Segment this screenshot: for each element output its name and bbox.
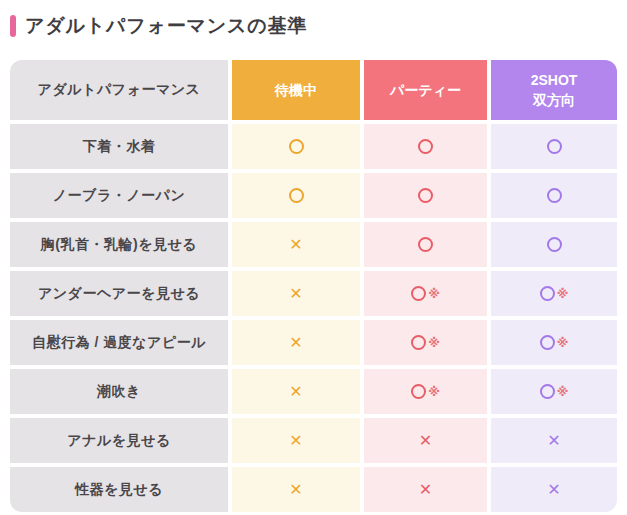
row-label: 潮吹き (10, 369, 228, 414)
data-cell-2shot: ✕ (491, 418, 617, 463)
header-cell-waiting: 待機中 (232, 60, 360, 120)
data-cell-2shot: ✕ (491, 467, 617, 512)
row-label: アンダーヘアーを見せる (10, 271, 228, 316)
cross-forbidden-icon: ✕ (289, 433, 302, 449)
title-accent-bar (10, 15, 16, 37)
circle-allowed-icon (289, 188, 304, 203)
data-cell-waiting: ✕ (232, 271, 360, 316)
row-label: 下着・水着 (10, 124, 228, 169)
cross-forbidden-icon: ✕ (547, 433, 560, 449)
data-cell-waiting (232, 173, 360, 218)
page: アダルトパフォーマンスの基準 アダルトパフォーマンス 待機中 パーティー 2SH… (0, 0, 627, 512)
header-cell-party: パーティー (364, 60, 487, 120)
data-cell-party (364, 222, 487, 267)
data-cell-2shot (491, 173, 617, 218)
note-reference-icon: ※ (557, 337, 569, 349)
cross-forbidden-icon: ✕ (419, 482, 432, 498)
data-cell-waiting: ✕ (232, 222, 360, 267)
data-cell-party (364, 173, 487, 218)
note-reference-icon: ※ (428, 288, 440, 300)
adult-performance-table: アダルトパフォーマンス 待機中 パーティー 2SHOT 双方向 下着・水着ノーブ… (10, 60, 617, 512)
cross-forbidden-icon: ✕ (289, 384, 302, 400)
cross-forbidden-icon: ✕ (289, 482, 302, 498)
cross-forbidden-icon: ✕ (547, 482, 560, 498)
circle-allowed-icon (411, 286, 426, 301)
row-label: 胸(乳首・乳輪)を見せる (10, 222, 228, 267)
circle-allowed-icon (540, 384, 555, 399)
circle-allowed-icon (540, 335, 555, 350)
data-cell-party: ※ (364, 369, 487, 414)
data-cell-waiting: ✕ (232, 369, 360, 414)
data-cell-waiting: ✕ (232, 467, 360, 512)
header-cell-2shot: 2SHOT 双方向 (491, 60, 617, 120)
cross-forbidden-icon: ✕ (289, 335, 302, 351)
data-cell-2shot: ※ (491, 320, 617, 365)
data-cell-party (364, 124, 487, 169)
data-cell-party: ✕ (364, 418, 487, 463)
note-reference-icon: ※ (428, 337, 440, 349)
data-cell-2shot (491, 124, 617, 169)
data-cell-2shot: ※ (491, 369, 617, 414)
data-cell-waiting (232, 124, 360, 169)
circle-allowed-icon (547, 188, 562, 203)
cross-forbidden-icon: ✕ (289, 237, 302, 253)
note-reference-icon: ※ (557, 288, 569, 300)
note-reference-icon: ※ (428, 386, 440, 398)
circle-allowed-icon (289, 139, 304, 154)
header-cell-category: アダルトパフォーマンス (10, 60, 228, 120)
circle-allowed-icon (411, 335, 426, 350)
page-title: アダルトパフォーマンスの基準 (25, 13, 307, 39)
data-cell-2shot: ※ (491, 271, 617, 316)
data-cell-party: ※ (364, 320, 487, 365)
circle-allowed-icon (540, 286, 555, 301)
data-cell-waiting: ✕ (232, 418, 360, 463)
row-label: ノーブラ・ノーパン (10, 173, 228, 218)
page-header: アダルトパフォーマンスの基準 (10, 13, 617, 39)
row-label: 自慰行為 / 過度なアピール (10, 320, 228, 365)
circle-allowed-icon (411, 384, 426, 399)
circle-allowed-icon (547, 139, 562, 154)
circle-allowed-icon (418, 188, 433, 203)
note-reference-icon: ※ (557, 386, 569, 398)
data-cell-party: ※ (364, 271, 487, 316)
data-cell-waiting: ✕ (232, 320, 360, 365)
data-cell-2shot (491, 222, 617, 267)
cross-forbidden-icon: ✕ (289, 286, 302, 302)
circle-allowed-icon (418, 139, 433, 154)
cross-forbidden-icon: ✕ (419, 433, 432, 449)
row-label: 性器を見せる (10, 467, 228, 512)
circle-allowed-icon (418, 237, 433, 252)
circle-allowed-icon (547, 237, 562, 252)
row-label: アナルを見せる (10, 418, 228, 463)
data-cell-party: ✕ (364, 467, 487, 512)
